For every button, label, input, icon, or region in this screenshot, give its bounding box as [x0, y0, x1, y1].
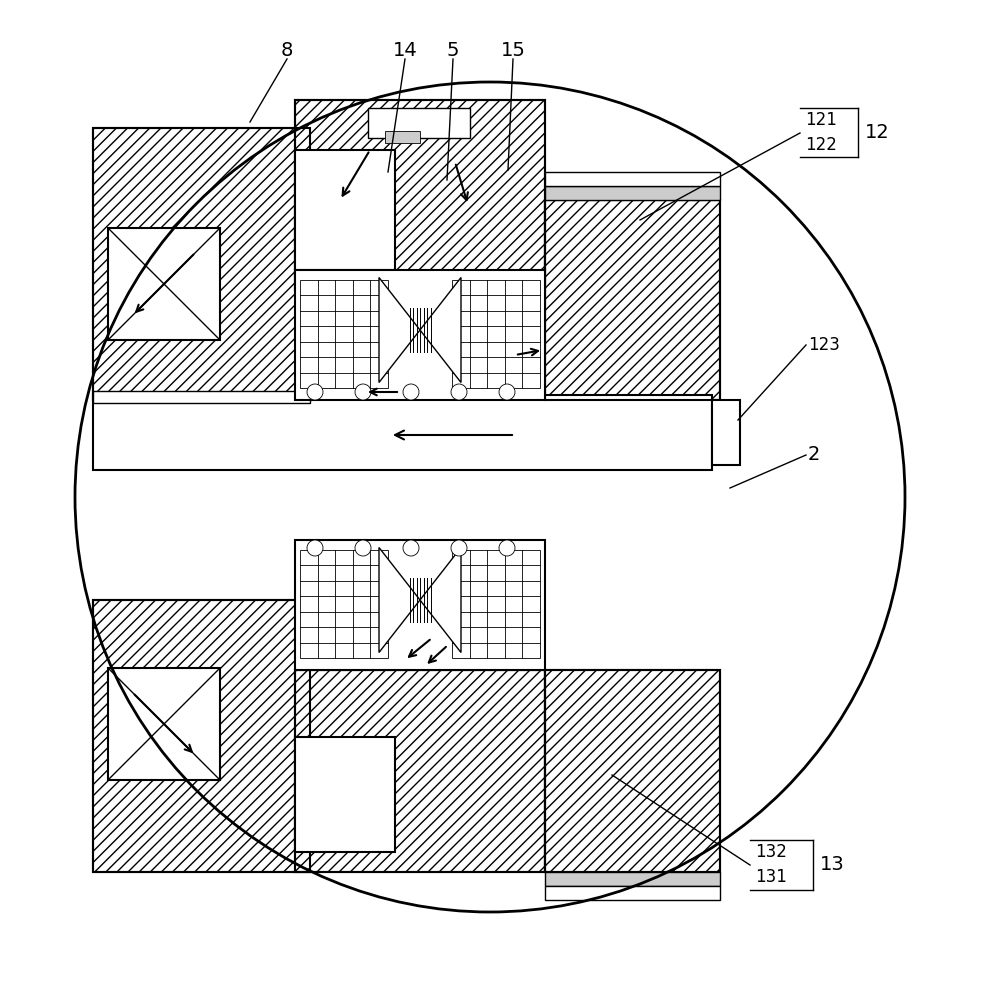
- Bar: [107, 228, 220, 340]
- Circle shape: [402, 384, 419, 400]
- Circle shape: [355, 540, 371, 556]
- Bar: [544, 670, 719, 872]
- Circle shape: [307, 384, 322, 400]
- Bar: [93, 128, 310, 400]
- Circle shape: [307, 540, 322, 556]
- Text: 13: 13: [819, 856, 844, 874]
- Text: 5: 5: [447, 40, 458, 60]
- Text: 123: 123: [808, 336, 839, 354]
- Circle shape: [499, 540, 515, 556]
- Text: 2: 2: [808, 446, 819, 464]
- Bar: [711, 400, 740, 465]
- Bar: [544, 200, 719, 400]
- Polygon shape: [379, 277, 420, 382]
- Bar: [544, 186, 719, 200]
- Bar: [107, 668, 220, 780]
- Bar: [452, 550, 539, 658]
- Circle shape: [355, 384, 371, 400]
- Bar: [295, 670, 544, 872]
- Bar: [295, 270, 544, 400]
- Text: 131: 131: [754, 868, 786, 886]
- Bar: [93, 600, 310, 872]
- Bar: [544, 670, 719, 872]
- Circle shape: [451, 384, 466, 400]
- Text: 12: 12: [864, 123, 888, 142]
- Bar: [544, 872, 719, 886]
- Text: 132: 132: [754, 843, 786, 861]
- Text: 15: 15: [500, 40, 525, 60]
- Bar: [93, 128, 310, 400]
- Bar: [295, 150, 394, 270]
- Text: 14: 14: [392, 40, 417, 60]
- Bar: [295, 670, 544, 872]
- Bar: [385, 131, 420, 143]
- Bar: [93, 600, 310, 872]
- Bar: [295, 540, 544, 670]
- Circle shape: [402, 540, 419, 556]
- Bar: [452, 280, 539, 388]
- Circle shape: [499, 384, 515, 400]
- Polygon shape: [420, 277, 460, 382]
- Bar: [368, 108, 469, 138]
- Bar: [295, 100, 544, 290]
- Circle shape: [451, 540, 466, 556]
- Bar: [544, 886, 719, 900]
- Bar: [300, 280, 387, 388]
- Bar: [544, 200, 719, 400]
- Bar: [300, 550, 387, 658]
- Polygon shape: [379, 548, 420, 652]
- Text: 121: 121: [805, 111, 836, 129]
- Bar: [93, 395, 711, 470]
- Bar: [295, 100, 544, 290]
- Polygon shape: [420, 548, 460, 652]
- Text: 122: 122: [805, 136, 836, 154]
- Bar: [295, 737, 394, 852]
- Text: 8: 8: [281, 40, 293, 60]
- Bar: [93, 391, 310, 403]
- Bar: [544, 172, 719, 186]
